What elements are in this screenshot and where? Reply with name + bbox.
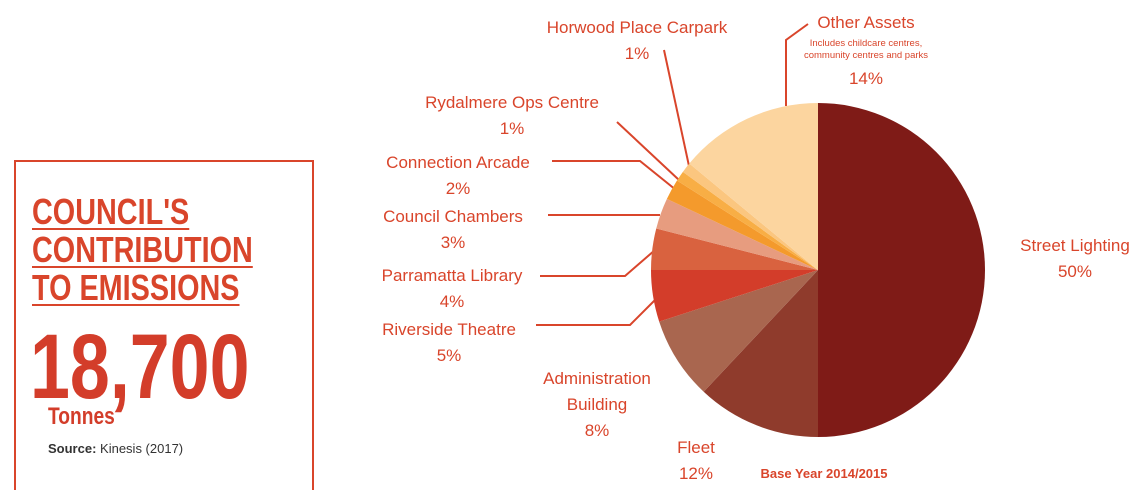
pie-slice: [656, 198, 818, 270]
pie-label: Other Assets 14%: [817, 10, 914, 92]
label-name: Connection Arcade: [386, 153, 530, 172]
label-name: Parramatta Library: [381, 266, 523, 285]
label-value: 8%: [584, 421, 610, 440]
label-value: 50%: [1057, 262, 1093, 281]
pie-label: Street Lighting 50%: [1020, 233, 1130, 285]
pie-slice: [676, 171, 818, 270]
pie-label: Rydalmere Ops Centre 1%: [425, 90, 599, 142]
pie-slice: [666, 180, 818, 270]
pie-label: Council Chambers 3%: [383, 204, 523, 256]
label-value: 1%: [624, 44, 650, 63]
pie-slice: [651, 270, 818, 322]
panel-value: 18,700: [30, 316, 250, 418]
pie-slice: [818, 103, 985, 437]
pie-label: Riverside Theatre 5%: [382, 317, 516, 369]
leader: [616, 121, 680, 181]
label-name: Other Assets: [817, 13, 915, 32]
panel-source: Source: Kinesis (2017): [48, 441, 183, 456]
pie-label: Administration Building 8%: [527, 366, 667, 444]
label-value: 4%: [439, 292, 465, 311]
panel-unit: Tonnes: [48, 403, 115, 430]
label-name: Council Chambers: [383, 207, 523, 226]
source-label: Source:: [48, 441, 97, 456]
pie-slice: [651, 228, 818, 270]
leaders: [536, 23, 809, 326]
pie-slice: [689, 103, 818, 270]
pie-slice: [682, 163, 818, 270]
leader: [663, 49, 690, 167]
leader: [536, 299, 656, 326]
pie-label: Fleet 12%: [677, 435, 715, 487]
label-name: Riverside Theatre: [382, 320, 516, 339]
label-value: 3%: [440, 233, 466, 252]
pie-label: Connection Arcade 2%: [386, 150, 530, 202]
leader: [540, 249, 656, 277]
pie-slice: [703, 270, 818, 437]
panel-title: COUNCIL'S CONTRIBUTION TO EMISSIONS: [32, 191, 253, 308]
annotation: Base Year 2014/2015: [760, 466, 888, 481]
pie-label: Horwood Place Carpark 1%: [547, 15, 727, 67]
label-value: 5%: [436, 346, 462, 365]
label-value: 2%: [445, 179, 471, 198]
panel-frame: [14, 160, 314, 490]
label-value: 1%: [499, 119, 525, 138]
pie-slice: [659, 270, 818, 392]
label-name: Street Lighting: [1020, 236, 1130, 255]
label-value: 14%: [848, 69, 884, 88]
source: Kinesis (2017): [100, 441, 184, 456]
leader: [552, 160, 677, 191]
pie-label: Parramatta Library 4%: [382, 263, 523, 315]
label-name: Fleet: [677, 438, 715, 457]
label-name: Rydalmere Ops Centre: [425, 93, 599, 112]
label-name: Horwood Place Carpark: [546, 18, 728, 37]
label-value: 12%: [678, 464, 714, 483]
annotation: Includes childcare centres, community ce…: [803, 38, 929, 61]
label-name: Administration Building: [543, 369, 651, 414]
leader: [785, 23, 809, 106]
